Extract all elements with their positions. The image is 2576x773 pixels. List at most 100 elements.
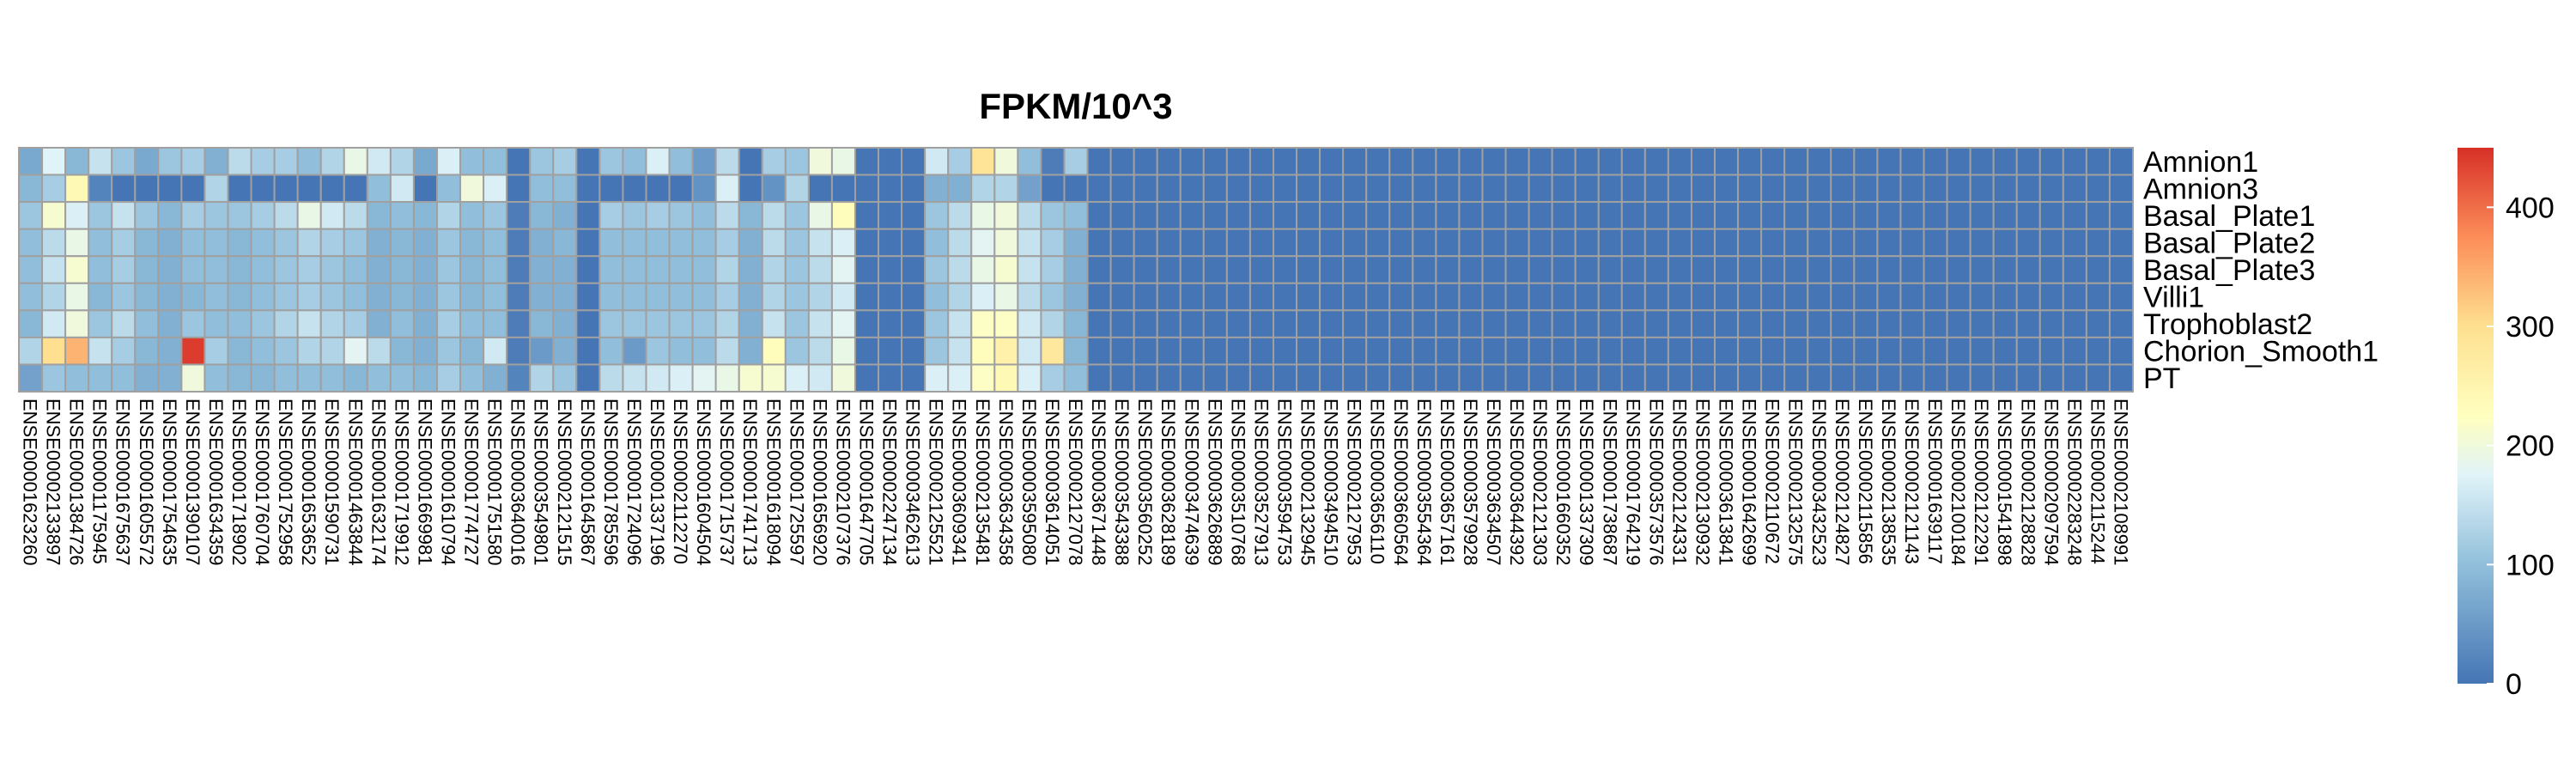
heatmap-cell (157, 255, 183, 284)
column-label: ENSE00003644392 (1506, 399, 1528, 566)
heatmap-cell (1737, 282, 1763, 312)
heatmap-cell (1249, 228, 1274, 258)
heatmap-cell (1667, 309, 1692, 338)
heatmap-cell (1435, 147, 1461, 176)
heatmap-cell (1853, 309, 1879, 338)
heatmap-cell (993, 201, 1019, 230)
column-label: ENSE00003671448 (1088, 399, 1109, 566)
heatmap-cell (483, 309, 508, 338)
heatmap-cell (1620, 228, 1646, 258)
heatmap-cell (18, 282, 44, 312)
heatmap-cell (1643, 228, 1669, 258)
heatmap-cell (2108, 309, 2135, 338)
heatmap-cell (412, 363, 438, 393)
heatmap-cell (1249, 255, 1274, 284)
heatmap-cell (784, 228, 810, 258)
column-label: ENSE00001605572 (136, 399, 157, 566)
heatmap-cell (1597, 309, 1623, 338)
column-label: ENSE00001719912 (391, 399, 412, 566)
heatmap-cell (1388, 173, 1414, 204)
heatmap-cell (738, 309, 763, 338)
heatmap-cell (296, 147, 322, 176)
heatmap-cell (506, 363, 532, 393)
heatmap-cell (459, 309, 485, 338)
heatmap-cell (970, 201, 996, 230)
heatmap-cell (1063, 363, 1089, 393)
heatmap-cell (1225, 201, 1251, 230)
heatmap-cell (64, 282, 90, 312)
heatmap-cell (924, 255, 950, 284)
heatmap-cell (343, 363, 368, 393)
heatmap-cell (1969, 173, 1995, 204)
row-labels: Amnion1Amnion3Basal_Plate1Basal_Plate2Ba… (2143, 146, 2379, 395)
heatmap-cell (1946, 201, 1971, 230)
heatmap-cell (878, 363, 903, 393)
heatmap-cell (111, 336, 137, 366)
heatmap-cell (134, 336, 160, 366)
heatmap-cell (2015, 201, 2041, 230)
heatmap-cell (2062, 228, 2087, 258)
heatmap-cell (88, 255, 113, 284)
heatmap-cell (204, 228, 229, 258)
heatmap-cell (1876, 336, 1902, 366)
heatmap-cell (1504, 255, 1530, 284)
heatmap-cell (1272, 173, 1298, 204)
heatmap-cell (111, 201, 137, 230)
heatmap-cell (1690, 336, 1716, 366)
heatmap-cell (1272, 309, 1298, 338)
heatmap-cell (854, 336, 880, 366)
heatmap-cell (1992, 309, 2018, 338)
heatmap-cell (1435, 282, 1461, 312)
heatmap-cell (227, 255, 252, 284)
heatmap-cell (157, 282, 183, 312)
heatmap-cell (575, 336, 601, 366)
heatmap-cell (761, 255, 787, 284)
heatmap-cell (668, 363, 694, 393)
heatmap-cell (668, 173, 694, 204)
heatmap-cell (1899, 228, 1925, 258)
heatmap-cell (296, 282, 322, 312)
heatmap-cell (947, 147, 973, 176)
heatmap-cell (1202, 309, 1228, 338)
heatmap-cell (1574, 147, 1600, 176)
heatmap-cell (1876, 309, 1902, 338)
heatmap-cell (389, 363, 415, 393)
heatmap-cell (691, 173, 717, 204)
heatmap-cell (1853, 228, 1879, 258)
heatmap-cell (1481, 147, 1507, 176)
heatmap-cell (1667, 147, 1692, 176)
column-label: ENSE00001590731 (321, 399, 343, 566)
heatmap-cell (1365, 282, 1391, 312)
heatmap-cell (993, 336, 1019, 366)
heatmap-cell (529, 363, 555, 393)
heatmap-cell (575, 173, 601, 204)
heatmap-cell (645, 228, 671, 258)
heatmap-cell (1643, 173, 1669, 204)
row-label: Basal_Plate2 (2143, 227, 2315, 259)
heatmap-cell (134, 363, 160, 393)
heatmap-cell (1481, 363, 1507, 393)
heatmap-cell (807, 282, 833, 312)
heatmap-cell (691, 336, 717, 366)
heatmap-cell (830, 336, 856, 366)
heatmap-cell (459, 147, 485, 176)
heatmap-cell (1086, 228, 1112, 258)
heatmap-cell (1504, 201, 1530, 230)
heatmap-cell (1737, 147, 1763, 176)
heatmap-cell (134, 255, 160, 284)
heatmap-cell (41, 336, 67, 366)
heatmap-cell (435, 363, 462, 393)
heatmap-cell (134, 309, 160, 338)
heatmap-cell (1876, 255, 1902, 284)
column-label: ENSE00001751580 (484, 399, 506, 566)
heatmap-cell (784, 363, 810, 393)
heatmap-cell (1528, 363, 1553, 393)
heatmap-cell (1783, 228, 1809, 258)
heatmap-cell (1714, 147, 1740, 176)
heatmap-cell (483, 282, 508, 312)
heatmap-cell (2062, 173, 2087, 204)
heatmap-cell (668, 201, 694, 230)
heatmap-cell (1899, 255, 1925, 284)
heatmap-cell (1156, 147, 1182, 176)
column-label: ENSE00003462613 (902, 399, 924, 566)
